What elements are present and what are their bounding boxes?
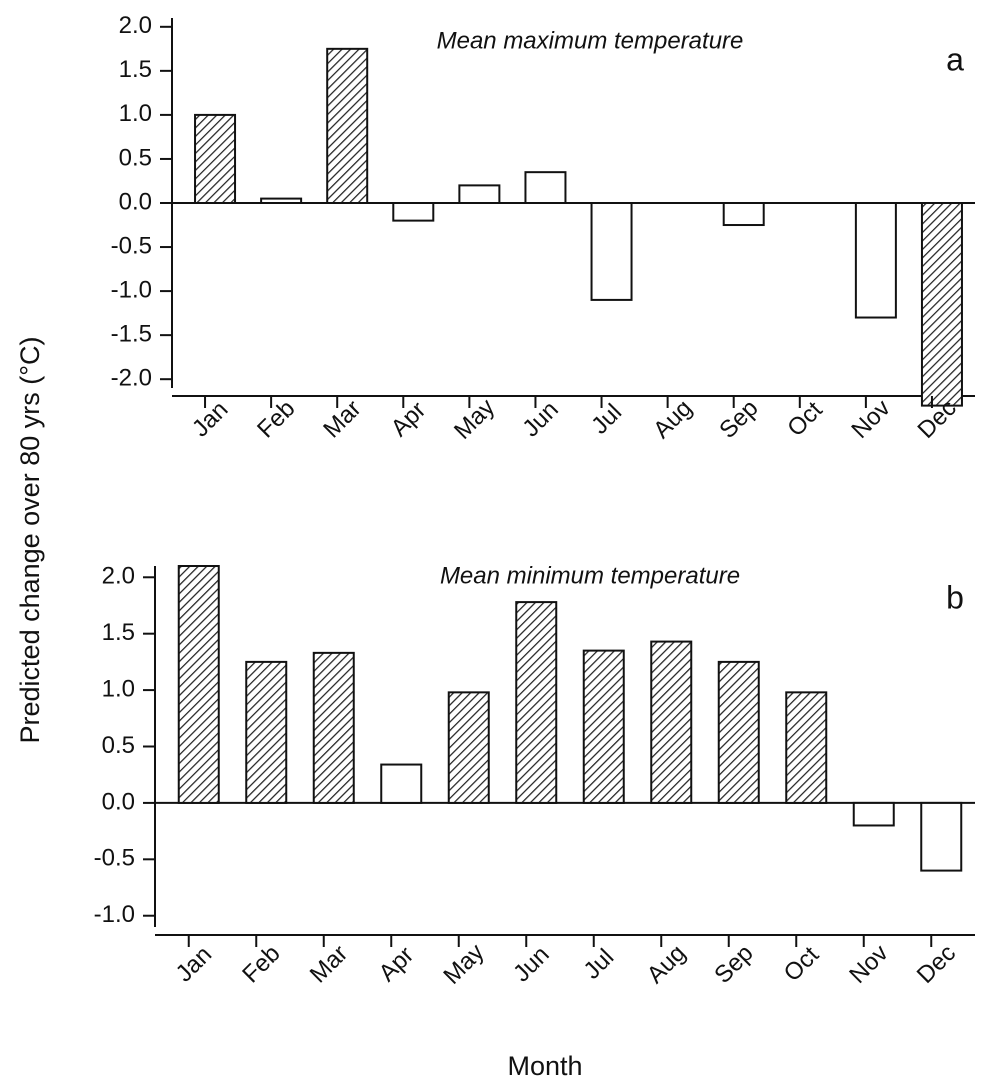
bar — [392, 202, 435, 222]
y-axis-label: Predicted change over 80 yrs (°C) — [15, 337, 45, 744]
x-tick-label: Apr — [386, 396, 432, 442]
bar — [854, 202, 897, 319]
y-tick-label: 1.5 — [102, 619, 135, 646]
bar — [312, 651, 355, 804]
bar — [260, 197, 303, 205]
y-tick-label: -0.5 — [111, 232, 152, 259]
x-tick-label: Mar — [305, 940, 353, 988]
x-tick-label: Nov — [844, 940, 893, 989]
y-tick-label: 1.5 — [119, 56, 152, 83]
x-tick-label: Feb — [252, 395, 300, 443]
bar — [177, 565, 220, 804]
x-tick-label: Aug — [642, 940, 691, 989]
x-tick-label: Mar — [318, 395, 366, 443]
x-tick-label: Nov — [846, 395, 895, 444]
x-tick-label: May — [438, 939, 489, 990]
bar — [524, 171, 567, 205]
chart-title: Mean maximum temperature — [437, 27, 744, 54]
y-tick-label: 0.5 — [102, 732, 135, 759]
bar — [852, 801, 895, 827]
y-tick-label: -1.5 — [111, 320, 152, 347]
bar — [590, 202, 633, 301]
y-tick-label: 0.5 — [119, 144, 152, 171]
y-tick-label: 1.0 — [102, 675, 135, 702]
x-axis-label: Month — [507, 1051, 582, 1081]
x-tick-label: Sep — [709, 940, 758, 989]
y-tick-label: 1.0 — [119, 100, 152, 127]
panel-letter: a — [946, 41, 964, 77]
bar — [447, 691, 490, 804]
x-tick-label: Jan — [171, 941, 217, 987]
y-tick-label: -2.0 — [111, 365, 152, 392]
bar — [920, 202, 963, 407]
bar — [717, 660, 760, 804]
x-tick-label: Jan — [187, 396, 233, 442]
x-tick-label: Apr — [374, 941, 420, 987]
bar — [194, 113, 237, 204]
x-tick-label: May — [449, 394, 500, 445]
bar — [920, 801, 963, 872]
y-tick-label: -1.0 — [94, 901, 135, 928]
x-tick-label: Jun — [508, 941, 554, 987]
y-tick-label: 0.0 — [102, 788, 135, 815]
bar — [722, 202, 765, 227]
x-tick-label: Sep — [714, 395, 763, 444]
x-tick-label: Jul — [586, 399, 627, 440]
bar — [785, 691, 828, 804]
x-tick-label: Dec — [912, 940, 961, 989]
bar — [515, 601, 558, 804]
bar — [650, 640, 693, 804]
x-tick-label: Oct — [779, 941, 825, 987]
chart-title: Mean minimum temperature — [440, 562, 740, 589]
x-tick-label: Jun — [517, 396, 563, 442]
y-tick-label: -1.0 — [111, 276, 152, 303]
bar — [380, 763, 423, 804]
y-tick-label: 2.0 — [119, 12, 152, 39]
y-tick-label: 0.0 — [119, 188, 152, 215]
panel-letter: b — [946, 579, 964, 615]
bar — [458, 184, 501, 204]
bar — [582, 649, 625, 804]
bar — [245, 660, 288, 804]
x-tick-label: Aug — [648, 395, 697, 444]
y-tick-label: 2.0 — [102, 563, 135, 590]
x-tick-label: Jul — [579, 944, 620, 985]
x-tick-label: Oct — [782, 396, 828, 442]
bar — [326, 47, 369, 205]
x-tick-label: Feb — [237, 940, 285, 988]
y-tick-label: -0.5 — [94, 845, 135, 872]
